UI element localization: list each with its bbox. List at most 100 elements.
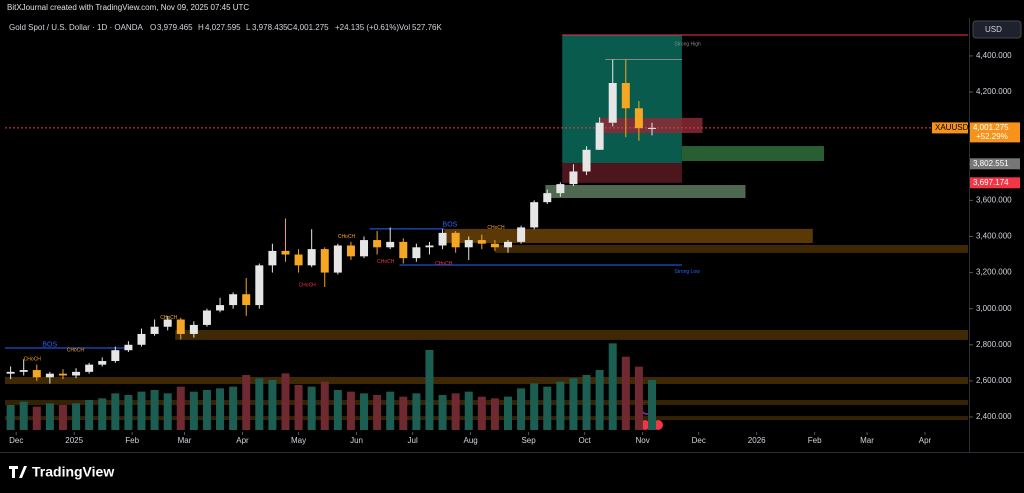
- candle-body: [72, 371, 81, 376]
- candle-body: [176, 319, 185, 334]
- volume-bar: [242, 375, 251, 430]
- candle-body: [268, 250, 277, 266]
- low: 3,978.435: [252, 23, 288, 32]
- candle-body: [32, 370, 41, 378]
- zone: [175, 329, 968, 340]
- volume-bar: [294, 385, 303, 430]
- legend: Gold Spot / U.S. Dollar · 1D · OANDA O 3…: [9, 23, 442, 32]
- volume-bar: [621, 356, 630, 430]
- volume-bar: [425, 350, 434, 430]
- price-tag: [970, 177, 1020, 189]
- candle-body: [517, 227, 526, 242]
- volume-bar: [72, 403, 81, 430]
- change: +24.135 (+0.61%): [335, 23, 399, 32]
- volume-bar: [111, 393, 120, 430]
- y-tick-label: 3,000.000: [976, 304, 1012, 313]
- candle-body: [294, 254, 303, 266]
- volume-bar: [386, 391, 395, 430]
- volume-bar: [150, 390, 159, 430]
- price-tag-label: 3,697.174: [973, 178, 1009, 187]
- price-tag-label: 3,802.551: [973, 159, 1009, 168]
- candle-body: [595, 122, 604, 150]
- volume-bar: [634, 366, 643, 430]
- x-tick-label: Jul: [408, 436, 418, 445]
- annotation: CHoCH: [160, 315, 178, 321]
- volume-bar: [543, 386, 552, 430]
- x-tick-label: Oct: [578, 436, 591, 445]
- symbol: Gold Spot / U.S. Dollar · 1D · OANDA: [9, 23, 143, 32]
- volume-bar: [556, 381, 565, 430]
- candle-body: [425, 245, 434, 248]
- candle-body: [216, 305, 225, 311]
- zone: [494, 244, 968, 253]
- candle-body: [451, 232, 460, 248]
- x-tick-label: Apr: [919, 436, 932, 445]
- volume-bar: [346, 391, 355, 430]
- candle-body: [608, 83, 617, 123]
- low-label: L: [246, 23, 251, 32]
- y-tick-label: 3,600.000: [976, 195, 1012, 204]
- y-tick-label: 4,400.000: [976, 51, 1012, 60]
- volume-bar: [137, 391, 146, 430]
- candle-body: [229, 294, 238, 306]
- volume-bar: [647, 380, 656, 430]
- x-tick-label: Apr: [236, 436, 249, 445]
- candle-body: [124, 344, 133, 351]
- symbol-tag-label: XAUUSD: [935, 123, 969, 132]
- candle-body: [189, 324, 198, 334]
- volume-bar: [58, 405, 67, 430]
- x-tick-label: Dec: [9, 436, 23, 445]
- y-tick-label: 2,800.000: [976, 340, 1012, 349]
- volume-bar: [281, 373, 290, 430]
- volume-bar: [229, 386, 238, 430]
- x-tick-label: Mar: [178, 436, 192, 445]
- candle-body: [504, 241, 513, 248]
- volume-bar: [307, 386, 316, 430]
- volume-bar: [163, 393, 172, 430]
- volume-bar: [490, 398, 499, 430]
- price-tag: [970, 158, 1020, 170]
- candle-body: [373, 240, 382, 248]
- candle-body: [307, 249, 316, 266]
- logo: TradingView: [9, 464, 114, 480]
- volume-bar: [373, 395, 382, 430]
- annotation: CHoCH: [338, 234, 356, 240]
- candle-body: [438, 232, 447, 246]
- candle-body: [320, 249, 329, 273]
- currency-button[interactable]: [972, 20, 1022, 39]
- volume-bar: [216, 388, 225, 430]
- x-tick-label: Nov: [636, 436, 650, 445]
- volume-bar: [45, 403, 54, 430]
- annotation: CHoCH: [299, 283, 317, 289]
- zone: [5, 400, 968, 406]
- candle-body: [58, 373, 67, 376]
- y-tick-label: 4,200.000: [976, 87, 1012, 96]
- annotation: Strong Low: [674, 269, 700, 275]
- y-tick-label: 3,400.000: [976, 232, 1012, 241]
- zone: [444, 228, 813, 243]
- volume-bar: [189, 391, 198, 430]
- candle-body: [464, 240, 473, 248]
- volume-bar: [412, 393, 421, 430]
- candle-body: [621, 83, 630, 109]
- candle-body: [150, 326, 159, 334]
- volume-bar: [360, 393, 369, 430]
- annotation: CHoCH: [435, 261, 453, 267]
- symbol-tag: [932, 122, 968, 134]
- volume-bar: [6, 405, 15, 430]
- candle-body: [137, 333, 146, 345]
- candle-body: [399, 241, 408, 259]
- x-tick-label: Mar: [860, 436, 874, 445]
- annotation: CHoCH: [24, 357, 42, 363]
- plot: BOS BOS CHoCH CHoCH CHoCH CHoCH CHoCH CHoCH CHoC…: [5, 34, 968, 430]
- volume: 527.76K: [412, 23, 442, 32]
- candle-body: [360, 240, 369, 257]
- candle-body: [85, 364, 94, 372]
- annotation: BOS: [42, 342, 57, 349]
- candle-body: [98, 361, 107, 365]
- open: 3,979.465: [157, 23, 193, 32]
- candle-body: [386, 241, 395, 248]
- high-label: H: [198, 23, 204, 32]
- volume-bar: [477, 396, 486, 430]
